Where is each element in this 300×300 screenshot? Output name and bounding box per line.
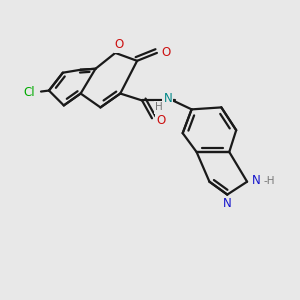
Text: -H: -H [263, 176, 275, 186]
Text: O: O [161, 46, 170, 59]
Text: N: N [252, 174, 260, 187]
Text: Cl: Cl [23, 86, 35, 99]
Text: O: O [115, 38, 124, 52]
Text: N: N [164, 92, 172, 105]
Text: N: N [223, 197, 232, 210]
Text: H: H [155, 102, 163, 112]
Text: O: O [156, 114, 166, 127]
